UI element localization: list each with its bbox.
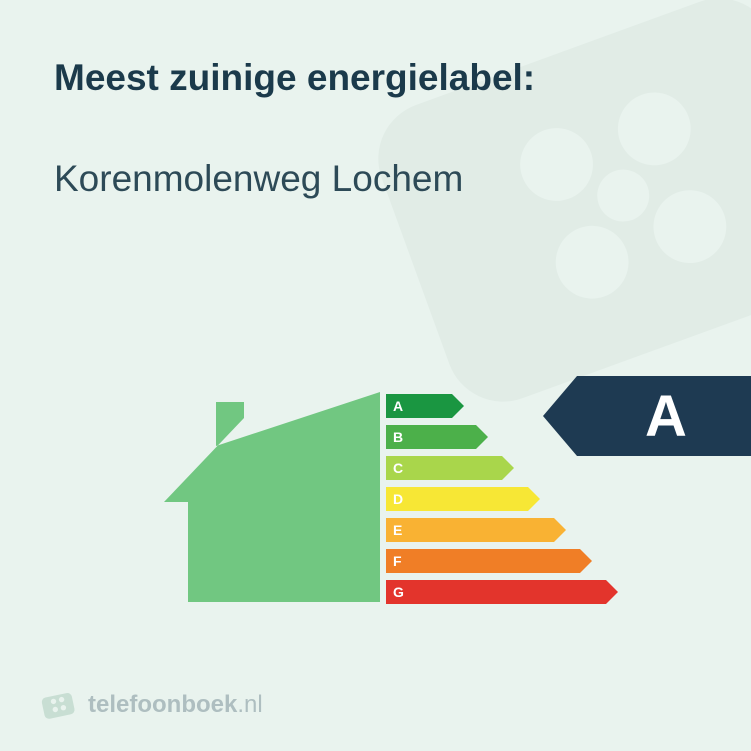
energy-bar-d: D — [386, 487, 540, 511]
energy-bar-e: E — [386, 518, 566, 542]
energy-bar-b: B — [386, 425, 488, 449]
energy-bar-f: F — [386, 549, 592, 573]
energy-bar-label: E — [393, 522, 402, 538]
house-icon — [160, 382, 380, 602]
energy-bar-label: D — [393, 491, 403, 507]
content-area: Meest zuinige energielabel: Korenmolenwe… — [0, 0, 751, 200]
result-badge: A — [543, 376, 751, 456]
footer: telefoonboek.nl — [40, 687, 263, 723]
energy-bar-g: G — [386, 580, 618, 604]
energy-bar-label: C — [393, 460, 403, 476]
energy-bar-label: A — [393, 398, 403, 414]
page-title: Meest zuinige energielabel: — [54, 56, 697, 100]
brand-logo-icon — [40, 687, 76, 723]
energy-bar-label: F — [393, 553, 402, 569]
energy-bar-label: B — [393, 429, 403, 445]
energy-bar-a: A — [386, 394, 464, 418]
energy-bar-c: C — [386, 456, 514, 480]
brand-bold: telefoonboek — [88, 691, 237, 718]
brand-tld: .nl — [237, 691, 262, 718]
result-letter: A — [645, 383, 687, 450]
brand-name: telefoonboek.nl — [88, 691, 263, 719]
energy-bar-label: G — [393, 584, 404, 600]
page-subtitle: Korenmolenweg Lochem — [54, 158, 697, 200]
